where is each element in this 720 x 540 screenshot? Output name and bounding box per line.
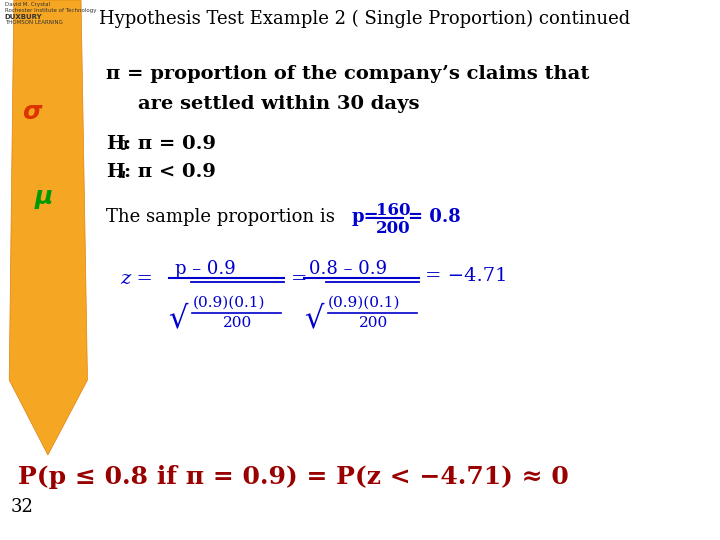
Text: 0.8 – 0.9: 0.8 – 0.9 (308, 260, 387, 278)
Text: √: √ (168, 303, 188, 334)
Text: 160: 160 (376, 202, 410, 219)
Text: =: = (291, 270, 307, 288)
Text: (0.9)(0.1): (0.9)(0.1) (328, 296, 400, 310)
Text: 0: 0 (118, 140, 127, 153)
Text: p=: p= (352, 208, 379, 226)
Text: 200: 200 (359, 316, 388, 330)
Text: (0.9)(0.1): (0.9)(0.1) (192, 296, 265, 310)
Text: μ: μ (35, 185, 53, 209)
Text: P(p ≤ 0.8 if π = 0.9) = P(z < −4.71) ≈ 0: P(p ≤ 0.8 if π = 0.9) = P(z < −4.71) ≈ 0 (19, 465, 570, 489)
Text: THOMSON LEARNING: THOMSON LEARNING (4, 20, 63, 25)
Text: : π < 0.9: : π < 0.9 (125, 163, 216, 181)
Text: = 0.8: = 0.8 (408, 208, 461, 226)
Text: 200: 200 (376, 220, 410, 237)
Text: z =: z = (120, 270, 153, 288)
Text: 200: 200 (223, 316, 252, 330)
Polygon shape (9, 0, 88, 455)
Text: a: a (118, 168, 126, 181)
Text: 32: 32 (11, 498, 34, 516)
Text: : π = 0.9: : π = 0.9 (125, 135, 216, 153)
Text: p – 0.9: p – 0.9 (175, 260, 235, 278)
Text: σ: σ (22, 100, 42, 124)
Text: H: H (106, 135, 125, 153)
Text: = −4.71: = −4.71 (426, 267, 508, 285)
Text: H: H (106, 163, 125, 181)
Text: David M. Crystal: David M. Crystal (4, 2, 50, 7)
Text: The sample proportion is: The sample proportion is (106, 208, 335, 226)
Text: π = proportion of the company’s claims that: π = proportion of the company’s claims t… (106, 65, 589, 83)
Text: are settled within 30 days: are settled within 30 days (138, 95, 420, 113)
Text: √: √ (304, 303, 323, 334)
Text: DUXBURY: DUXBURY (4, 14, 42, 20)
Text: Hypothesis Test Example 2 ( Single Proportion) continued: Hypothesis Test Example 2 ( Single Propo… (99, 10, 631, 28)
Text: Rochester Institute of Technology: Rochester Institute of Technology (4, 8, 96, 13)
